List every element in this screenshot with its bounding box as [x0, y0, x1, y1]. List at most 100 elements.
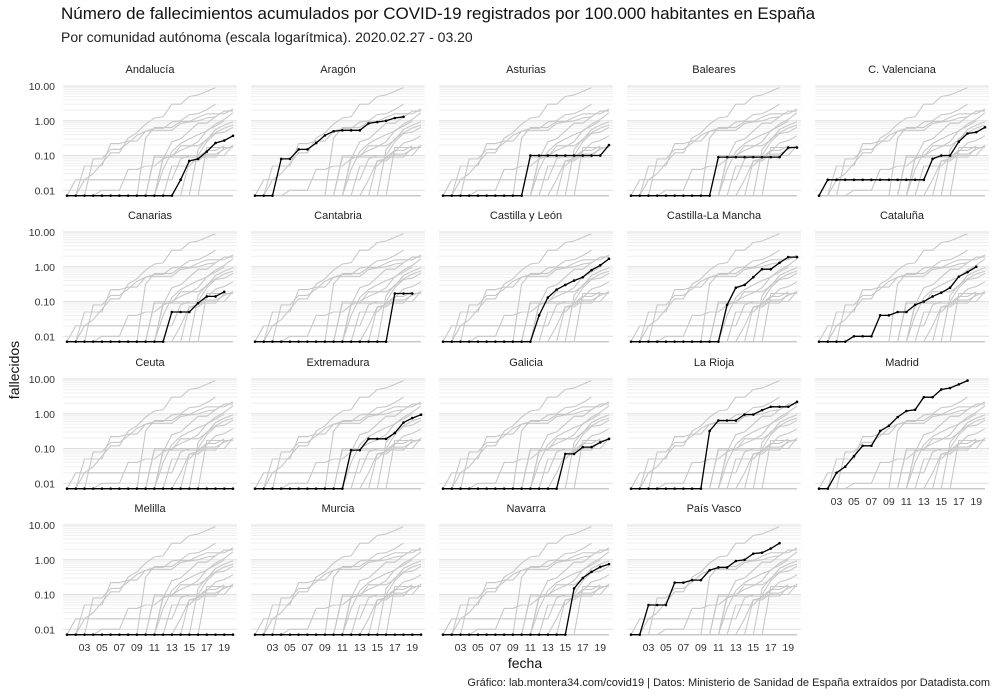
- data-point: [752, 413, 755, 416]
- data-point: [402, 421, 405, 424]
- facet-title: País Vasco: [687, 503, 742, 515]
- background-series-line: [819, 438, 986, 490]
- highlight-series-line: [631, 542, 780, 636]
- background-series-line: [67, 585, 233, 636]
- background-series-line: [819, 437, 986, 490]
- data-point: [760, 267, 764, 271]
- data-point: [349, 633, 353, 636]
- data-point: [638, 340, 642, 343]
- data-point: [957, 383, 961, 386]
- background-series-line: [67, 438, 234, 490]
- data-point: [555, 154, 558, 157]
- data-point: [664, 603, 668, 607]
- data-point: [467, 487, 471, 490]
- data-point: [323, 134, 327, 137]
- data-point: [100, 340, 104, 343]
- data-point: [629, 633, 633, 636]
- data-point: [314, 487, 318, 490]
- data-point: [323, 340, 327, 343]
- background-series-line: [819, 145, 986, 197]
- facet-panel: Baleares: [627, 64, 801, 197]
- data-point: [734, 155, 738, 159]
- data-point: [214, 487, 217, 490]
- data-point: [717, 566, 720, 569]
- data-point: [786, 146, 790, 149]
- data-point: [607, 437, 611, 441]
- data-point: [778, 261, 781, 265]
- data-point: [795, 255, 799, 259]
- data-point: [65, 633, 69, 636]
- data-point: [835, 340, 838, 343]
- facet-title: C. Valenciana: [868, 64, 937, 76]
- x-tick-label: 11: [525, 642, 536, 654]
- data-point: [91, 487, 95, 490]
- data-point: [699, 487, 703, 490]
- background-series-line: [443, 437, 610, 490]
- background-series-line: [443, 583, 610, 636]
- background-series-line: [443, 145, 610, 197]
- background-series-line: [67, 116, 216, 197]
- data-point: [673, 581, 676, 584]
- facet-panel: Canarias 0.01 0.10 1.00 10.00: [29, 210, 237, 343]
- background-series-line: [255, 124, 422, 197]
- data-point: [940, 388, 943, 391]
- y-tick-label: 1.00: [35, 555, 56, 567]
- data-point: [271, 194, 274, 197]
- x-tick-label: 05: [848, 496, 860, 508]
- data-point: [717, 155, 720, 159]
- background-series-line: [255, 439, 421, 490]
- data-point: [572, 452, 576, 456]
- data-point: [529, 154, 532, 157]
- data-point: [384, 340, 388, 343]
- background-series-line: [631, 437, 798, 490]
- data-point: [752, 275, 755, 279]
- data-point: [83, 633, 86, 636]
- background-series-line: [67, 124, 234, 197]
- data-point: [231, 633, 235, 636]
- highlight-series-line: [255, 414, 422, 490]
- data-point: [65, 194, 69, 197]
- data-point: [760, 551, 764, 554]
- highlight-series-line: [631, 146, 797, 197]
- background-series-line: [443, 292, 609, 343]
- data-point: [590, 268, 593, 272]
- facet-panel: Cantabria: [251, 210, 425, 343]
- data-point: [664, 340, 668, 343]
- data-point: [957, 275, 961, 278]
- background-series-line: [443, 563, 610, 636]
- x-tick-label: 15: [371, 642, 383, 654]
- data-point: [384, 437, 388, 441]
- data-point: [179, 178, 182, 182]
- x-tick-label: 13: [918, 496, 930, 508]
- data-point: [795, 400, 799, 404]
- background-series-line: [255, 583, 422, 636]
- facet-panel: La Rioja: [627, 357, 801, 490]
- data-point: [419, 633, 423, 636]
- background-series-line: [818, 419, 986, 489]
- data-point: [598, 154, 602, 157]
- data-point: [450, 633, 454, 636]
- data-point: [118, 194, 121, 197]
- x-tick-label: 19: [406, 642, 418, 654]
- data-point: [288, 487, 292, 490]
- data-point: [852, 178, 856, 182]
- data-point: [725, 155, 729, 159]
- background-series-line: [67, 290, 234, 343]
- data-point: [161, 487, 165, 490]
- data-point: [170, 310, 174, 314]
- data-point: [905, 178, 908, 182]
- data-point: [288, 157, 292, 161]
- data-point: [384, 633, 388, 636]
- x-tick-label: 19: [594, 642, 606, 654]
- background-series-line: [631, 144, 798, 197]
- data-point: [332, 340, 335, 343]
- data-point: [725, 419, 729, 422]
- data-point: [752, 552, 755, 555]
- data-point: [529, 487, 532, 490]
- data-point: [817, 340, 821, 343]
- background-series-line: [67, 409, 216, 490]
- data-point: [393, 633, 397, 636]
- data-point: [638, 633, 642, 636]
- data-point: [786, 255, 790, 259]
- y-tick-label: 0.01: [35, 624, 56, 636]
